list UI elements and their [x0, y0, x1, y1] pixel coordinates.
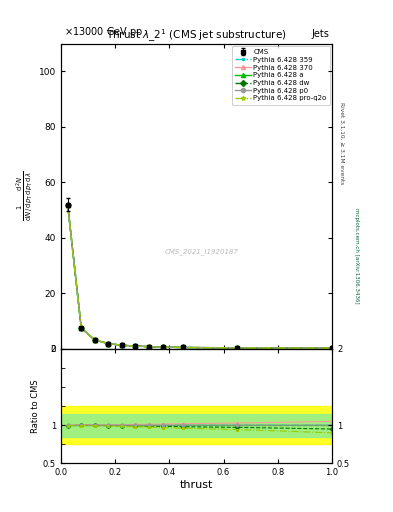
Pythia 6.428 p0 [147, 344, 151, 350]
Legend: CMS, Pythia 6.428 359, Pythia 6.428 370, Pythia 6.428 a, Pythia 6.428 dw, Pythia: CMS, Pythia 6.428 359, Pythia 6.428 370,… [232, 46, 330, 105]
Pythia 6.428 p0 [92, 337, 97, 343]
Text: mcplots.cern.ch [arXiv:1306.3436]: mcplots.cern.ch [arXiv:1306.3436] [354, 208, 359, 304]
Pythia 6.428 a [147, 344, 151, 350]
Pythia 6.428 359 [79, 325, 84, 331]
Pythia 6.428 p0 [106, 340, 111, 347]
Text: CMS_2021_I1920187: CMS_2021_I1920187 [165, 248, 239, 254]
Pythia 6.428 dw [79, 325, 84, 331]
Pythia 6.428 a [79, 325, 84, 331]
Pythia 6.428 dw [65, 202, 70, 208]
Pythia 6.428 p0 [65, 202, 70, 208]
Text: $\times$13000 GeV pp: $\times$13000 GeV pp [64, 25, 143, 39]
Pythia 6.428 359 [181, 345, 185, 351]
Pythia 6.428 pro-q2o [92, 337, 97, 343]
Pythia 6.428 pro-q2o [147, 344, 151, 350]
Pythia 6.428 a [160, 344, 165, 350]
Line: Pythia 6.428 dw: Pythia 6.428 dw [66, 203, 334, 350]
Pythia 6.428 370 [92, 337, 97, 343]
Pythia 6.428 p0 [79, 325, 84, 331]
Pythia 6.428 p0 [181, 345, 185, 351]
Pythia 6.428 pro-q2o [330, 345, 334, 351]
Pythia 6.428 pro-q2o [79, 325, 84, 331]
Line: Pythia 6.428 pro-q2o: Pythia 6.428 pro-q2o [66, 204, 334, 350]
Pythia 6.428 359 [330, 345, 334, 351]
Pythia 6.428 dw [147, 344, 151, 350]
Pythia 6.428 359 [106, 340, 111, 347]
Pythia 6.428 p0 [235, 345, 239, 351]
Pythia 6.428 dw [160, 344, 165, 350]
Title: Thrust $\lambda\_2^1$ (CMS jet substructure): Thrust $\lambda\_2^1$ (CMS jet substruct… [106, 27, 287, 44]
Pythia 6.428 pro-q2o [65, 203, 70, 209]
Pythia 6.428 a [119, 342, 124, 348]
Pythia 6.428 dw [119, 342, 124, 348]
Pythia 6.428 359 [235, 345, 239, 351]
Pythia 6.428 359 [119, 342, 124, 348]
Pythia 6.428 dw [106, 340, 111, 347]
Pythia 6.428 a [330, 345, 334, 351]
Line: Pythia 6.428 a: Pythia 6.428 a [66, 202, 334, 350]
Pythia 6.428 370 [106, 340, 111, 347]
Pythia 6.428 pro-q2o [119, 342, 124, 348]
Pythia 6.428 370 [181, 345, 185, 351]
Pythia 6.428 a [65, 201, 70, 207]
Pythia 6.428 pro-q2o [133, 343, 138, 349]
Pythia 6.428 359 [147, 344, 151, 350]
Line: Pythia 6.428 p0: Pythia 6.428 p0 [66, 203, 334, 350]
Line: Pythia 6.428 370: Pythia 6.428 370 [66, 203, 334, 350]
Pythia 6.428 p0 [160, 344, 165, 350]
Pythia 6.428 370 [147, 344, 151, 350]
Pythia 6.428 370 [79, 325, 84, 331]
Pythia 6.428 359 [133, 343, 138, 349]
Pythia 6.428 359 [160, 344, 165, 350]
Pythia 6.428 pro-q2o [181, 345, 185, 351]
Text: Rivet 3.1.10, ≥ 3.1M events: Rivet 3.1.10, ≥ 3.1M events [339, 102, 344, 184]
Pythia 6.428 pro-q2o [235, 345, 239, 351]
Text: Jets: Jets [312, 29, 329, 39]
Pythia 6.428 370 [65, 202, 70, 208]
Pythia 6.428 359 [92, 337, 97, 343]
Pythia 6.428 p0 [119, 342, 124, 348]
Pythia 6.428 a [92, 337, 97, 343]
Pythia 6.428 dw [181, 345, 185, 351]
Pythia 6.428 dw [133, 343, 138, 349]
Pythia 6.428 370 [119, 342, 124, 348]
Y-axis label: $\frac{1}{\mathrm{d}N\,/\,\mathrm{d}p_\mathrm{T}}\frac{\mathrm{d}^2 N}{\mathrm{d: $\frac{1}{\mathrm{d}N\,/\,\mathrm{d}p_\m… [14, 171, 35, 221]
Pythia 6.428 pro-q2o [160, 344, 165, 350]
Pythia 6.428 a [181, 345, 185, 351]
Pythia 6.428 a [133, 343, 138, 349]
Pythia 6.428 370 [235, 345, 239, 351]
Line: Pythia 6.428 359: Pythia 6.428 359 [66, 203, 334, 350]
Pythia 6.428 359 [65, 202, 70, 208]
Pythia 6.428 dw [235, 345, 239, 351]
Pythia 6.428 dw [330, 345, 334, 351]
Pythia 6.428 370 [160, 344, 165, 350]
X-axis label: thrust: thrust [180, 480, 213, 490]
Pythia 6.428 370 [133, 343, 138, 349]
Pythia 6.428 dw [92, 337, 97, 343]
Pythia 6.428 p0 [133, 343, 138, 349]
Y-axis label: Ratio to CMS: Ratio to CMS [31, 379, 40, 433]
Pythia 6.428 p0 [330, 345, 334, 351]
Pythia 6.428 pro-q2o [106, 340, 111, 347]
Pythia 6.428 a [235, 345, 239, 351]
Pythia 6.428 a [106, 340, 111, 347]
Pythia 6.428 370 [330, 345, 334, 351]
